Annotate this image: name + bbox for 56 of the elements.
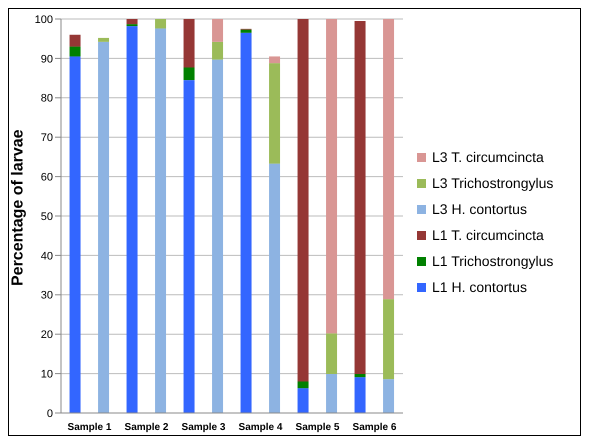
bar xyxy=(126,19,138,24)
y-axis-title: Percentage of larvae xyxy=(10,129,27,286)
bar xyxy=(70,46,81,56)
bar xyxy=(269,56,280,64)
bar xyxy=(184,80,195,413)
bar xyxy=(70,56,81,413)
bar xyxy=(326,333,338,374)
y-tick-label: 50 xyxy=(40,210,53,223)
bar xyxy=(354,374,366,378)
x-tick-label: Sample 6 xyxy=(352,422,397,433)
x-tick-label: Sample 4 xyxy=(238,422,283,433)
bar xyxy=(240,30,252,33)
bar xyxy=(298,19,309,382)
bar xyxy=(383,299,394,380)
legend-label: L1 Trichostrongylus xyxy=(432,253,554,269)
bar xyxy=(383,379,394,413)
bar xyxy=(326,374,338,413)
legend-label: L1 H. contortus xyxy=(432,279,527,295)
bar xyxy=(269,63,280,164)
bar xyxy=(354,377,366,413)
bar xyxy=(212,42,224,60)
x-tick-label: Sample 3 xyxy=(182,422,226,433)
y-tick-label: 10 xyxy=(40,368,53,381)
y-tick-label: 30 xyxy=(40,290,53,302)
bar xyxy=(212,60,224,413)
y-tick-label: 70 xyxy=(40,132,53,144)
y-tick-label: 20 xyxy=(40,329,53,342)
bar xyxy=(212,19,224,42)
legend-label: L1 T. circumcincta xyxy=(432,227,544,243)
bar xyxy=(298,388,309,413)
x-tick-label: Sample 1 xyxy=(68,422,112,433)
legend-label: L3 Trichostrongylus xyxy=(432,175,554,191)
bar xyxy=(184,19,195,68)
y-tick-label: 80 xyxy=(40,92,53,105)
bar xyxy=(298,381,309,388)
y-tick-label: 90 xyxy=(40,53,53,66)
legend-label: L3 H. contortus xyxy=(432,201,527,217)
bar xyxy=(184,67,195,80)
bar xyxy=(269,164,280,413)
bar xyxy=(155,19,166,28)
bar xyxy=(70,34,81,47)
bar xyxy=(126,26,138,413)
legend-label: L3 T. circumcincta xyxy=(432,149,544,165)
bar xyxy=(98,38,110,42)
y-tick-label: 40 xyxy=(40,250,53,262)
x-tick-label: Sample 5 xyxy=(296,422,340,433)
y-tick-label: 60 xyxy=(40,172,53,184)
y-tick-label: 0 xyxy=(46,408,53,420)
x-tick-label: Sample 2 xyxy=(124,422,169,433)
bar xyxy=(354,20,366,374)
bar xyxy=(326,19,338,334)
bar xyxy=(240,32,252,413)
bar xyxy=(155,28,166,413)
bar xyxy=(383,19,394,300)
y-tick-label: 100 xyxy=(34,14,53,26)
bar xyxy=(98,42,110,413)
